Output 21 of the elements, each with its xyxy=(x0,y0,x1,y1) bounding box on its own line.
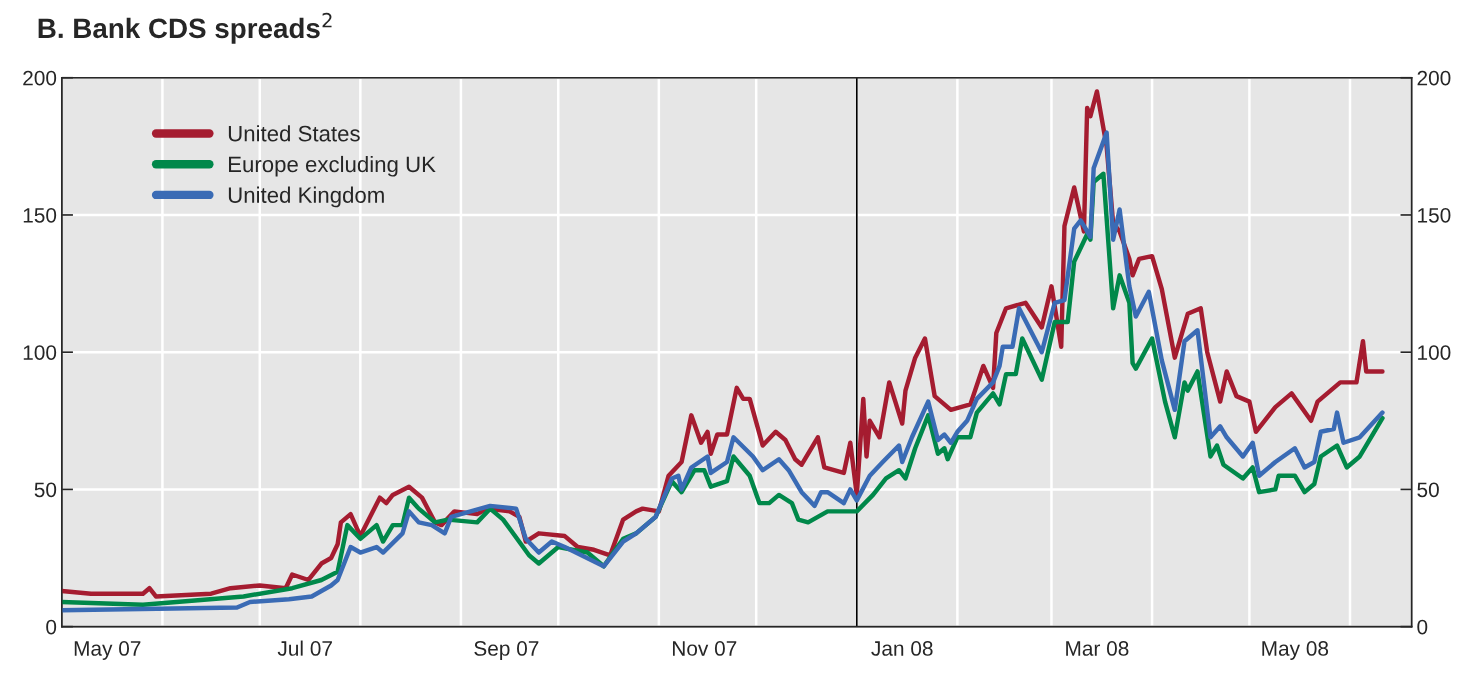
x-tick-label: Jan 08 xyxy=(871,641,933,656)
x-tick-label: May 07 xyxy=(74,641,141,660)
y2-tick-label: 150 xyxy=(1418,207,1451,223)
x-tick-label: May 08 xyxy=(1262,641,1329,660)
legend-label: United Kingdom xyxy=(228,186,384,208)
x-tick-label: Jul 07 xyxy=(277,640,332,656)
y2-tick-label: 50 xyxy=(1417,482,1439,498)
y-tick-label: 100 xyxy=(23,345,57,360)
x-tick-label: Nov 07 xyxy=(672,641,737,656)
y2-tick-label: 200 xyxy=(1417,70,1451,86)
y-tick-label: 0 xyxy=(46,619,57,635)
y-tick-label: 50 xyxy=(34,482,57,498)
y2-tick-label: 0 xyxy=(1417,619,1428,635)
y-tick-label: 150 xyxy=(23,207,57,223)
y-tick-label: 200 xyxy=(23,70,57,86)
chart-title: B. Bank CDS spreads$^{2}$ xyxy=(38,12,332,44)
x-tick-label: Sep 07 xyxy=(474,641,539,660)
legend-label: Europe excluding UK xyxy=(229,155,436,177)
y2-tick-label: 100 xyxy=(1418,345,1451,360)
legend-label: United States xyxy=(228,125,360,142)
x-tick-label: Mar 08 xyxy=(1066,641,1129,656)
